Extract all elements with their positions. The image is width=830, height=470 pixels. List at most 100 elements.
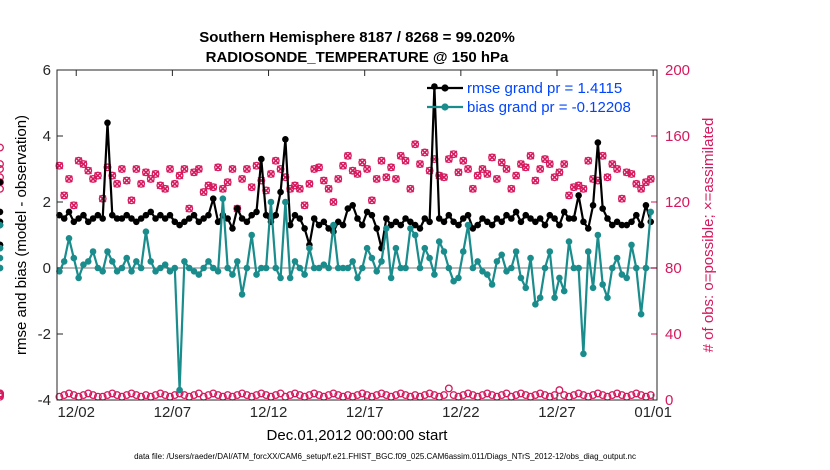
rmse-point	[209, 195, 217, 202]
bias-point	[416, 264, 424, 272]
obs-possible-marker	[257, 176, 266, 185]
rmse-point	[522, 211, 530, 219]
rmse-point	[190, 211, 198, 219]
obs-possible-marker	[161, 391, 170, 399]
obs-possible-marker	[113, 179, 122, 188]
obs-assimilated-marker	[243, 165, 251, 173]
y-tick-label-right: 160	[665, 128, 690, 145]
rmse-point	[60, 215, 68, 222]
rmse-point	[435, 215, 443, 222]
rmse-point	[258, 155, 265, 163]
rmse-point	[532, 218, 539, 226]
obs-assimilated-marker	[627, 170, 636, 178]
rmse-point	[123, 211, 131, 219]
obs-possible-marker	[565, 191, 573, 200]
obs-assimilated-marker	[579, 185, 588, 193]
rmse-point	[560, 208, 568, 216]
rmse-point	[224, 215, 231, 222]
rmse-point	[628, 218, 635, 226]
obs-possible-marker	[108, 389, 117, 398]
obs-assimilated-marker	[300, 201, 309, 210]
obs-possible-marker	[151, 169, 160, 178]
bias-point	[147, 258, 155, 265]
bias-point	[286, 274, 294, 282]
rmse-point	[56, 211, 63, 219]
bias-point	[118, 264, 126, 272]
obs-possible-marker	[55, 161, 64, 170]
bias-point	[373, 268, 381, 275]
obs-assimilated-marker	[175, 171, 184, 180]
rmse-point	[575, 192, 582, 199]
obs-possible-marker	[218, 184, 227, 193]
obs-assimilated-marker	[271, 156, 280, 165]
obs-possible-marker	[420, 391, 429, 399]
obs-assimilated-marker	[171, 180, 179, 188]
rmse-point	[339, 221, 347, 229]
bias-point	[431, 271, 438, 278]
rmse-point	[383, 215, 390, 222]
bias-point	[459, 248, 467, 255]
rmse-point	[137, 215, 145, 222]
rmse-point	[584, 225, 592, 232]
rmse-point	[272, 211, 280, 219]
obs-assimilated-marker	[324, 185, 333, 193]
obs-assimilated-marker	[214, 163, 222, 172]
rmse-point	[536, 215, 544, 222]
rmse-point	[354, 215, 361, 222]
rmse-point	[291, 211, 299, 219]
obs-assimilated-marker	[401, 156, 410, 165]
obs-possible-marker	[478, 165, 487, 173]
rmse-point	[0, 178, 4, 186]
obs-possible-marker	[300, 201, 309, 210]
obs-possible-marker	[257, 389, 266, 398]
obs-assimilated-marker	[531, 176, 540, 185]
bias-point	[474, 258, 481, 265]
bias-point	[368, 254, 376, 262]
bias-point	[503, 268, 510, 275]
obs-assimilated-marker	[204, 181, 213, 190]
bias-point	[0, 221, 4, 229]
obs-possible-marker	[238, 174, 247, 183]
bias-point	[161, 261, 169, 269]
bias-point	[200, 264, 207, 272]
obs-possible-marker	[343, 391, 352, 399]
bias-point	[330, 221, 337, 229]
rmse-point	[243, 218, 251, 226]
obs-possible-marker	[223, 178, 232, 187]
obs-possible-marker	[0, 160, 4, 168]
obs-possible-marker	[411, 140, 420, 149]
bias-point	[137, 264, 145, 272]
rmse-point	[642, 202, 650, 209]
rmse-point	[157, 211, 164, 219]
rmse-point	[286, 221, 294, 229]
obs-assimilated-marker	[363, 165, 371, 173]
rmse-point	[282, 136, 289, 143]
bias-point	[483, 271, 491, 278]
bias-point	[541, 264, 549, 272]
bias-point	[623, 274, 631, 282]
bias-point	[99, 268, 106, 275]
obs-assimilated-marker	[122, 176, 131, 185]
y-tick-label-left: 0	[43, 260, 51, 277]
obs-possible-marker	[113, 391, 122, 399]
obs-assimilated-marker	[618, 194, 626, 203]
y-axis-label-left: rmse and bias (model - observation)	[13, 115, 30, 355]
obs-possible-marker	[449, 150, 458, 159]
obs-possible-marker	[329, 198, 338, 206]
rmse-point	[75, 215, 82, 222]
obs-assimilated-marker	[469, 185, 477, 193]
obs-possible-marker	[65, 389, 73, 398]
obs-assimilated-marker	[94, 171, 102, 180]
obs-assimilated-marker	[368, 196, 376, 205]
bias-point	[282, 198, 289, 206]
obs-possible-marker	[170, 391, 179, 399]
obs-assimilated-marker	[646, 175, 655, 183]
obs-assimilated-marker	[546, 160, 554, 168]
bias-series-line	[58, 197, 652, 392]
obs-assimilated-marker	[411, 140, 419, 149]
obs-possible-marker	[478, 391, 487, 399]
rmse-point	[618, 221, 626, 229]
bias-point	[532, 301, 539, 308]
rmse-point	[556, 221, 563, 229]
rmse-point	[517, 218, 525, 226]
